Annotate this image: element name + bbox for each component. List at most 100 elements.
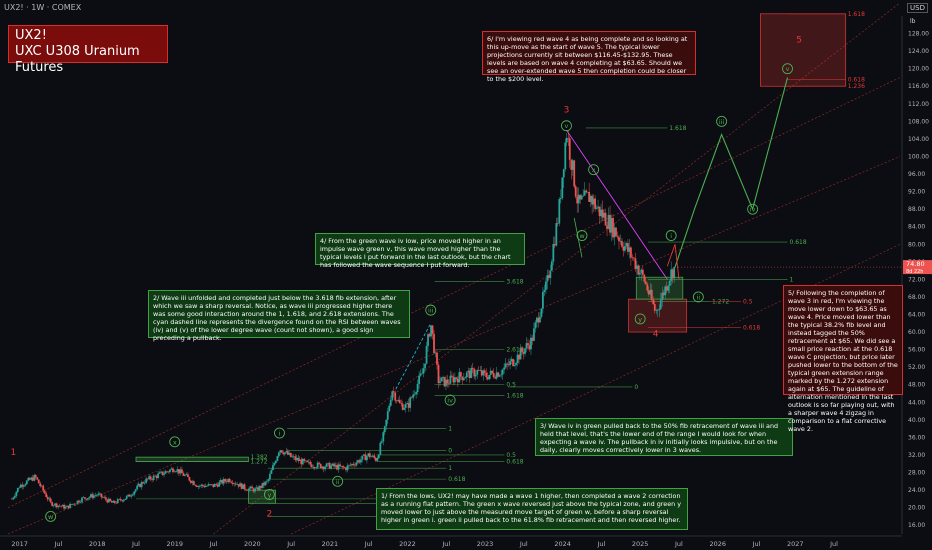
- candle-body: [243, 484, 246, 490]
- candle-body: [431, 325, 434, 334]
- candle-body: [319, 463, 322, 469]
- candle-body: [470, 367, 473, 379]
- wave-label: x: [173, 438, 177, 446]
- candle-body: [282, 452, 285, 455]
- candle-body: [24, 484, 27, 486]
- candle-body: [70, 503, 73, 505]
- wave-label: i: [670, 232, 672, 240]
- candle-body: [595, 207, 598, 209]
- candle-body: [625, 243, 628, 247]
- symbol-header: UX2! · 1W · COMEX: [4, 3, 82, 12]
- y-tick-label: 40.00: [908, 417, 925, 424]
- candle-body: [358, 460, 361, 463]
- wave-label-circle: [665, 230, 677, 241]
- candle-body: [225, 481, 228, 483]
- candle-body: [163, 473, 165, 475]
- y-tick-label: 124.00: [908, 48, 929, 55]
- wave-label-circle: [263, 489, 275, 500]
- candle-body: [21, 484, 24, 487]
- candle-body: [212, 484, 215, 487]
- candle-body: [613, 227, 616, 238]
- fib-label: 1.236: [848, 83, 865, 90]
- candle-body: [525, 343, 528, 349]
- candle-body: [604, 212, 607, 226]
- candle-body: [239, 483, 241, 487]
- candle-body: [242, 484, 244, 489]
- fib-label: 0: [448, 448, 452, 455]
- candle-body: [627, 243, 629, 252]
- candle-body: [516, 354, 519, 364]
- candle-body: [118, 498, 121, 500]
- candle-body: [610, 217, 613, 233]
- candle-body: [579, 194, 582, 200]
- candle-body: [267, 479, 270, 481]
- candle-body: [404, 403, 407, 409]
- y-tick-label: 20.00: [908, 505, 925, 512]
- candle-body: [427, 334, 429, 346]
- candle-body: [27, 478, 30, 481]
- note-1: 1/ From the lows, UX2! may have made a w…: [376, 488, 688, 530]
- candle-body: [349, 464, 352, 466]
- candle-body: [640, 269, 643, 273]
- candle-body: [515, 363, 517, 365]
- candle-body: [644, 281, 647, 285]
- candle-body: [583, 190, 586, 196]
- candle-body: [357, 460, 359, 463]
- candle-body: [568, 138, 571, 160]
- fib-label: 0: [634, 384, 638, 391]
- candle-body: [619, 240, 622, 242]
- candle-body: [449, 375, 452, 384]
- candle-body: [536, 317, 538, 323]
- candle-body: [641, 269, 644, 275]
- candle-body: [189, 480, 192, 483]
- candle-body: [603, 212, 605, 218]
- candle-body: [632, 257, 635, 259]
- candle-body: [465, 372, 468, 378]
- candle-body: [562, 169, 565, 178]
- candle-body: [419, 373, 422, 376]
- candle-body: [188, 476, 191, 481]
- candle-body: [491, 370, 494, 373]
- candle-body: [352, 464, 355, 465]
- candle-body: [276, 456, 279, 461]
- candle-body: [85, 498, 88, 500]
- target-zone: [760, 13, 847, 87]
- candle-body: [439, 381, 441, 384]
- candle-body: [283, 452, 286, 455]
- candle-body: [400, 403, 403, 404]
- candle-body: [570, 159, 573, 170]
- candle-body: [210, 484, 213, 485]
- candle-body: [336, 465, 338, 470]
- candle-body: [624, 246, 626, 251]
- candle-body: [585, 190, 588, 193]
- candle-body: [351, 464, 353, 466]
- candle-body: [436, 352, 438, 365]
- candle-body: [577, 194, 580, 204]
- candle-body: [143, 482, 146, 484]
- candle-body: [433, 333, 435, 354]
- candle-body: [270, 470, 273, 474]
- candle-body: [195, 485, 198, 487]
- candle-body: [140, 482, 143, 488]
- wave-label: iv: [750, 206, 756, 214]
- candle-body: [81, 497, 83, 502]
- candle-body: [425, 345, 428, 364]
- fib-label: 0.618: [506, 459, 523, 466]
- candle-body: [113, 500, 116, 503]
- currency-button[interactable]: USD: [907, 3, 928, 13]
- last-price-tag: [903, 260, 932, 275]
- candle-body: [101, 497, 104, 498]
- candle-body: [653, 304, 656, 311]
- candle-body: [594, 198, 597, 209]
- candle-body: [376, 458, 379, 461]
- candle-body: [401, 403, 404, 410]
- candle-body: [303, 458, 306, 461]
- candle-body: [73, 503, 76, 505]
- candle-body: [291, 456, 294, 458]
- candle-body: [507, 364, 510, 366]
- wave-label-circle: [169, 436, 181, 448]
- candle-body: [221, 480, 224, 484]
- candle-body: [556, 223, 559, 224]
- candle-body: [261, 482, 264, 488]
